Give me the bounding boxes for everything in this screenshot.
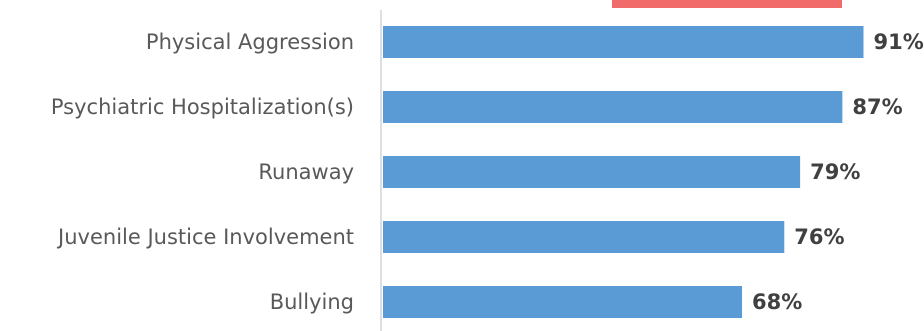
bar-physical-aggression xyxy=(383,26,864,58)
partial-red-shape xyxy=(612,0,842,8)
category-label: Juvenile Justice Involvement xyxy=(56,225,354,249)
bars-group xyxy=(383,26,864,318)
category-label: Physical Aggression xyxy=(146,30,354,54)
category-label: Runaway xyxy=(258,160,354,184)
bar-bullying xyxy=(383,286,743,318)
value-label: 76% xyxy=(794,225,844,249)
bar-psychiatric-hospitalization-s xyxy=(383,91,843,123)
bar-juvenile-justice-involvement xyxy=(383,221,785,253)
value-label: 68% xyxy=(752,290,802,314)
category-labels-group: Physical Aggression Psychiatric Hospitali… xyxy=(51,30,354,314)
value-label: 91% xyxy=(873,30,923,54)
value-labels-group: 91% 87% 79% 76% 68% xyxy=(752,30,924,314)
category-label: Psychiatric Hospitalization(s) xyxy=(51,95,354,119)
value-label: 87% xyxy=(852,95,902,119)
category-label: Bullying xyxy=(270,290,354,314)
value-label: 79% xyxy=(810,160,860,184)
bar-runaway xyxy=(383,156,801,188)
